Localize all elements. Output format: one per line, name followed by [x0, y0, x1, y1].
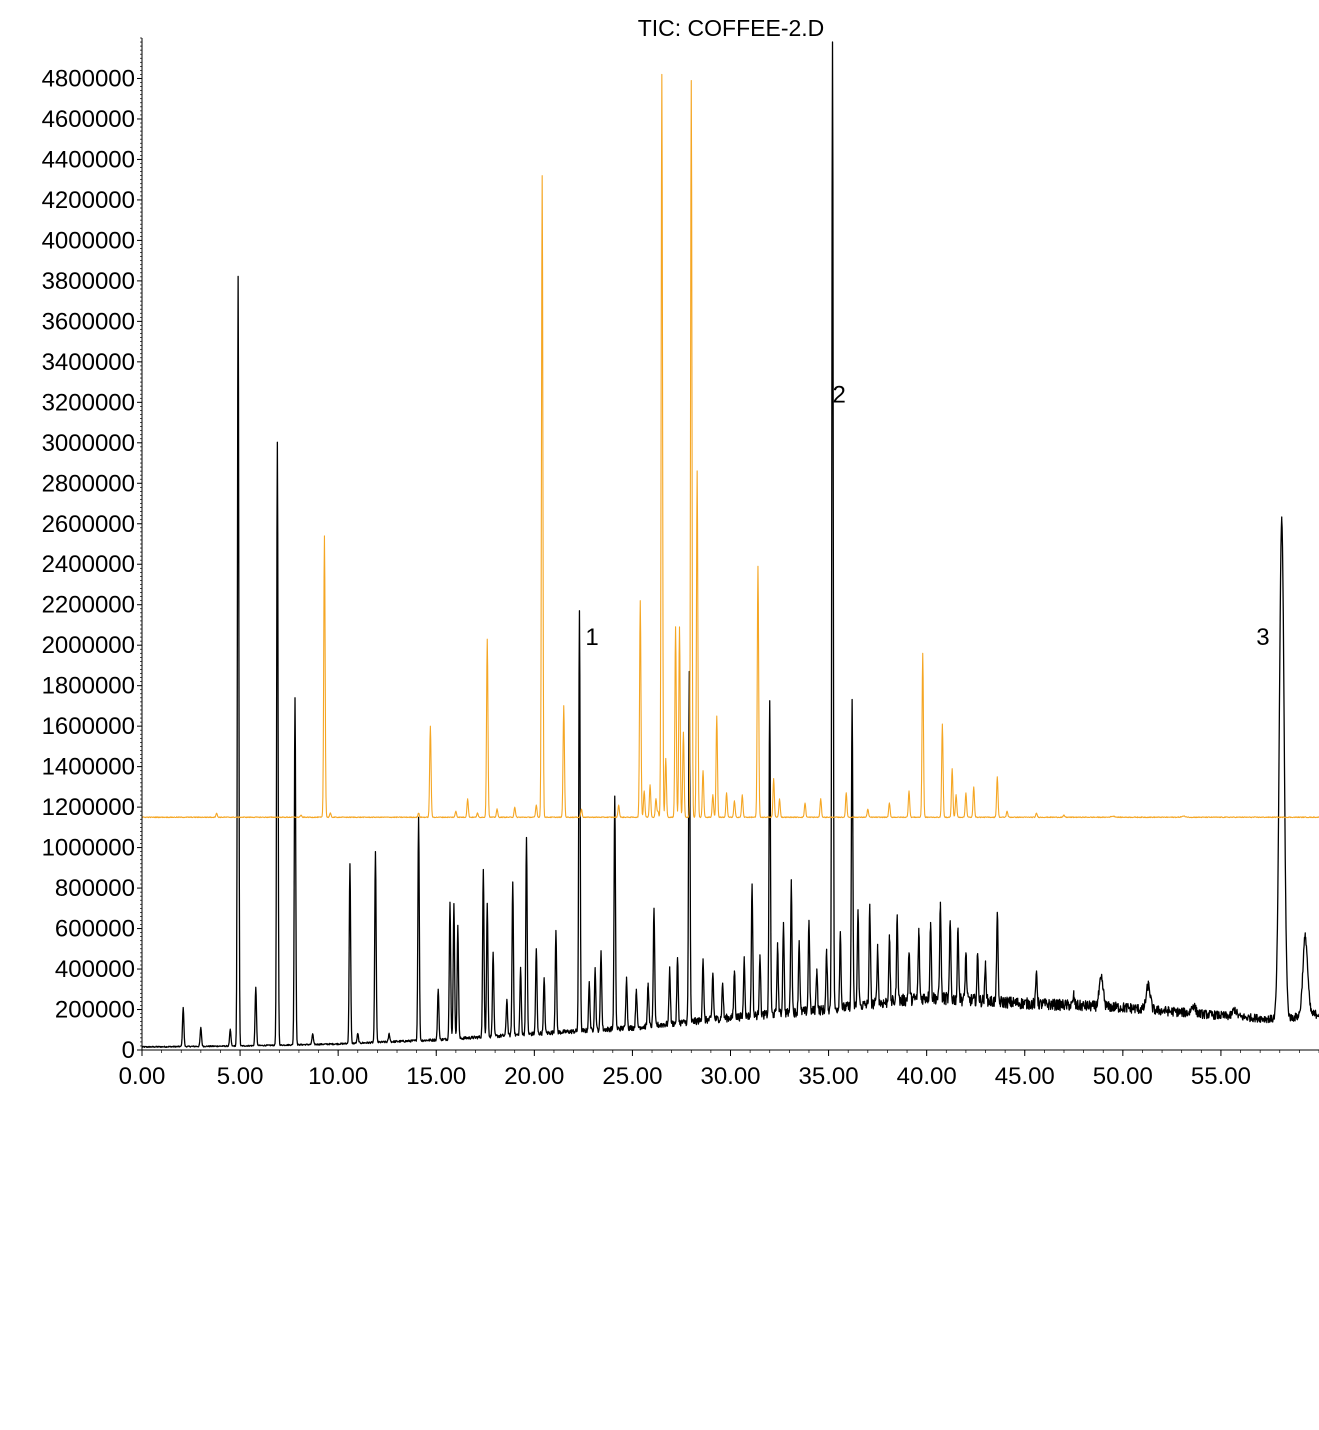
- y-tick-label: 4600000: [42, 106, 135, 133]
- y-tick-label: 600000: [55, 916, 135, 943]
- peak-annotation: 1: [585, 624, 598, 651]
- x-tick-label: 20.00: [504, 1063, 564, 1090]
- x-tick-label: 50.00: [1093, 1063, 1153, 1090]
- y-tick-label: 0: [122, 1037, 135, 1064]
- y-tick-label: 4000000: [42, 227, 135, 254]
- y-tick-label: 3800000: [42, 268, 135, 295]
- y-tick-label: 800000: [55, 875, 135, 902]
- plot-area: [141, 41, 1319, 1049]
- x-tick-label: 55.00: [1191, 1063, 1251, 1090]
- x-tick-label: 10.00: [308, 1063, 368, 1090]
- x-tick-label: 0.00: [119, 1063, 166, 1090]
- peak-annotation: 3: [1256, 624, 1269, 651]
- y-tick-label: 3600000: [42, 308, 135, 335]
- x-tick-label: 30.00: [700, 1063, 760, 1090]
- y-tick-label: 2400000: [42, 551, 135, 578]
- y-tick-label: 4200000: [42, 187, 135, 214]
- y-tick-label: 1600000: [42, 713, 135, 740]
- x-tick-label: 15.00: [406, 1063, 466, 1090]
- y-tick-label: 400000: [55, 956, 135, 983]
- x-tick-label: 45.00: [995, 1063, 1055, 1090]
- y-tick-label: 1400000: [42, 754, 135, 781]
- y-tick-label: 1000000: [42, 835, 135, 862]
- series-line-orange: [141, 73, 1319, 819]
- y-tick-label: 2800000: [42, 470, 135, 497]
- y-tick-label: 3400000: [42, 349, 135, 376]
- y-tick-label: 2600000: [42, 511, 135, 538]
- x-tick-label: 35.00: [799, 1063, 859, 1090]
- y-tick-label: 4400000: [42, 146, 135, 173]
- y-tick-label: 2000000: [42, 632, 135, 659]
- x-tick-label: 40.00: [897, 1063, 957, 1090]
- peak-annotation: 2: [833, 381, 846, 408]
- y-tick-label: 1800000: [42, 673, 135, 700]
- chart-title: TIC: COFFEE-2.D: [638, 15, 825, 41]
- y-tick-label: 3200000: [42, 389, 135, 416]
- x-tick-label: 5.00: [217, 1063, 264, 1090]
- y-axis: 0 200000 400000 600000 800000 1000000 1200000 1…: [42, 37, 143, 1064]
- x-axis: 0.00 5.00 10.00 15.00 20.00 25.00 30.00 35.00 40…: [119, 1049, 1319, 1090]
- y-tick-label: 4800000: [42, 65, 135, 92]
- y-tick-label: 2200000: [42, 592, 135, 619]
- y-tick-label: 3000000: [42, 430, 135, 457]
- x-tick-label: 25.00: [602, 1063, 662, 1090]
- series-line-black: [141, 41, 1319, 1049]
- y-tick-label: 200000: [55, 997, 135, 1024]
- peak-annotations: 1 2 3: [585, 381, 1269, 651]
- y-tick-label: 1200000: [42, 794, 135, 821]
